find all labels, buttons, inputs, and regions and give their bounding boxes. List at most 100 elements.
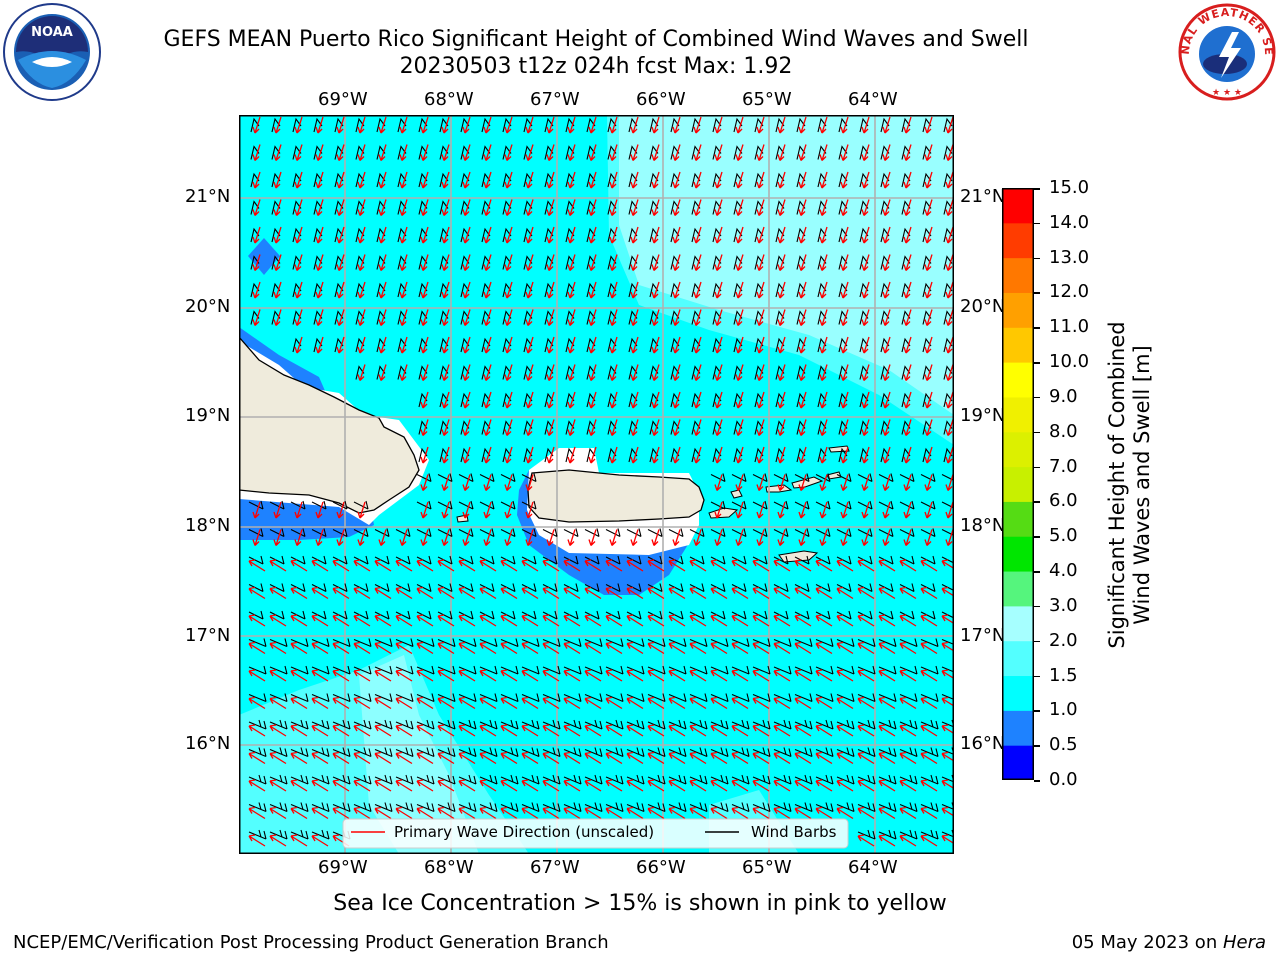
lon-label-top-68w: 68°W (424, 89, 474, 110)
wave-direction-arrow (420, 144, 429, 161)
wind-barb (836, 774, 855, 785)
wave-direction-arrow (798, 501, 807, 519)
wave-direction-arrow (647, 779, 665, 792)
wave-direction-arrow (269, 834, 287, 847)
wave-direction-arrow (504, 336, 513, 354)
wave-direction-arrow (374, 751, 392, 765)
wave-direction-arrow (735, 391, 744, 409)
lat-label-right-20n: 20°N (960, 296, 1006, 317)
wave-direction-arrow (605, 586, 623, 600)
wind-barb (248, 802, 267, 813)
colorbar-tick-label: 4.0 (1049, 560, 1078, 582)
wave-direction-arrow (773, 586, 791, 600)
wind-barb (248, 555, 264, 565)
wind-barb (416, 719, 435, 730)
wave-direction-arrow (441, 529, 450, 546)
wave-direction-arrow (399, 254, 408, 271)
wind-barb (395, 583, 411, 592)
wave-direction-arrow (920, 559, 938, 572)
wave-direction-arrow (479, 614, 497, 627)
wave-direction-arrow (777, 336, 786, 354)
wave-direction-arrow (819, 446, 828, 464)
wave-direction-arrow (315, 116, 324, 134)
wave-direction-arrow (294, 336, 303, 354)
wave-direction-arrow (756, 529, 765, 546)
wave-direction-arrow (311, 696, 329, 710)
wave-direction-arrow (462, 309, 471, 326)
wind-barb (878, 610, 894, 620)
wave-direction-arrow (630, 309, 639, 326)
wave-direction-arrow (941, 614, 954, 625)
wind-barb (752, 665, 771, 675)
wave-direction-arrow (735, 281, 744, 299)
wind-barb (563, 528, 579, 537)
wave-direction-arrow (794, 779, 812, 792)
wave-direction-arrow (504, 144, 513, 161)
wind-barb (920, 583, 936, 592)
wave-direction-arrow (395, 779, 413, 792)
wave-direction-arrow (819, 171, 828, 189)
wind-barb (563, 802, 582, 813)
wave-direction-arrow (878, 779, 896, 792)
wave-direction-arrow (861, 474, 870, 491)
wave-direction-arrow (899, 779, 917, 792)
wave-direction-arrow (479, 559, 497, 572)
wave-direction-arrow (420, 171, 429, 189)
wave-direction-arrow (584, 559, 602, 572)
wave-direction-arrow (668, 559, 686, 572)
wave-direction-arrow (479, 751, 497, 765)
wave-direction-arrow (651, 419, 660, 436)
wind-barb (689, 528, 705, 537)
wave-direction-arrow (672, 281, 681, 299)
wind-barb (941, 638, 954, 646)
wave-direction-arrow (378, 281, 387, 299)
wave-direction-arrow (584, 586, 602, 600)
wind-barb (605, 693, 624, 703)
wave-direction-arrow (609, 144, 618, 161)
colorbar-tick-mark (1034, 362, 1040, 364)
wave-direction-arrow (374, 669, 392, 682)
wind-barb (479, 473, 495, 482)
wave-direction-arrow (584, 724, 602, 737)
wind-barb (311, 774, 330, 785)
wave-direction-arrow (815, 614, 833, 627)
colorbar-band (1002, 327, 1034, 363)
wave-direction-arrow (899, 586, 917, 600)
wind-barb (710, 473, 726, 482)
wind-barb (332, 555, 348, 565)
wind-barb (689, 610, 705, 620)
wind-barb (437, 747, 456, 758)
wave-direction-arrow (525, 336, 534, 354)
wind-barb (878, 693, 897, 703)
wave-direction-arrow (731, 559, 749, 572)
wind-barb (668, 774, 687, 785)
wave-direction-arrow (857, 559, 875, 572)
wind-barb (815, 774, 834, 785)
wind-barb (374, 802, 393, 813)
wind-barb (710, 693, 729, 703)
wave-direction-arrow (861, 391, 870, 409)
colorbar-tick-mark (1034, 327, 1040, 329)
wind-barb (542, 802, 561, 813)
wave-direction-arrow (626, 806, 644, 820)
wind-barb (626, 774, 645, 785)
wave-direction-arrow (269, 696, 287, 710)
wave-direction-arrow (483, 446, 492, 464)
wave-direction-arrow (857, 724, 875, 737)
wave-direction-arrow (605, 669, 623, 682)
wave-direction-arrow (836, 806, 854, 820)
wave-direction-arrow (798, 226, 807, 244)
wind-barb (752, 555, 768, 565)
wind-barb (353, 500, 369, 510)
wave-direction-arrow (504, 281, 513, 299)
wind-barb (626, 747, 645, 758)
wave-direction-arrow (483, 529, 492, 546)
wave-direction-arrow (542, 614, 560, 627)
wave-direction-arrow (437, 614, 455, 627)
wave-direction-arrow (374, 586, 392, 600)
wave-direction-arrow (756, 419, 765, 436)
wind-barb (899, 719, 918, 730)
wave-direction-arrow (563, 696, 581, 710)
colorbar-tick-label: 0.5 (1049, 734, 1078, 756)
wave-direction-arrow (647, 586, 665, 600)
